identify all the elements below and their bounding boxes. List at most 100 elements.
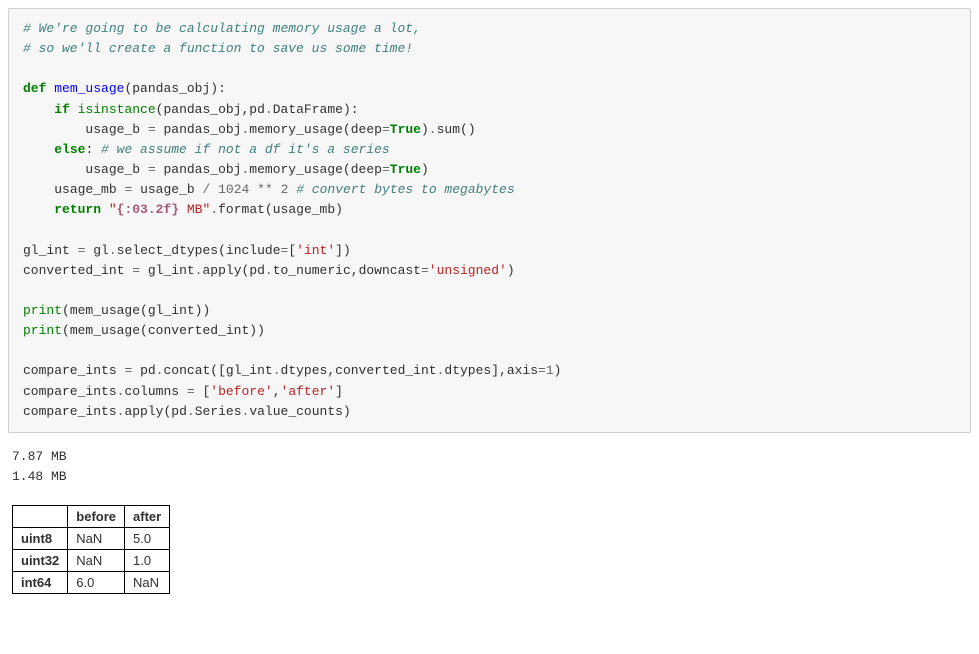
cell: 5.0 <box>125 528 170 550</box>
var-gl-int: gl_int <box>226 363 273 378</box>
fn-to-numeric: to_numeric <box>273 263 351 278</box>
mod-pd: pd <box>249 102 265 117</box>
table-row: uint32 NaN 1.0 <box>13 550 170 572</box>
var-gl-int: gl_int <box>148 263 195 278</box>
op-eq: = <box>148 122 156 137</box>
op-pow: ** <box>257 182 273 197</box>
op-dot: . <box>265 102 273 117</box>
var-gl-int: gl_int <box>148 303 195 318</box>
var-converted-int: converted_int <box>335 363 436 378</box>
attr-columns: columns <box>124 384 179 399</box>
code-comment: # we assume if not a df it's a series <box>101 142 390 157</box>
op-div: / <box>203 182 211 197</box>
col-header-after: after <box>125 506 170 528</box>
cls-dataframe: DataFrame <box>273 102 343 117</box>
kw-return: return <box>54 202 101 217</box>
mod-pd: pd <box>249 263 265 278</box>
op-dot: . <box>265 263 273 278</box>
stdout-output: 7.87 MB 1.48 MB <box>8 447 971 487</box>
builtin-print: print <box>23 323 62 338</box>
kwarg-include: include <box>226 243 281 258</box>
method-format: format <box>218 202 265 217</box>
method-value-counts: value_counts <box>249 404 343 419</box>
code-comment: # We're going to be calculating memory u… <box>23 21 421 36</box>
op-eq: = <box>281 243 289 258</box>
table-corner <box>13 506 68 528</box>
row-header: uint32 <box>13 550 68 572</box>
var-compare-ints: compare_ints <box>23 384 117 399</box>
op-dot: . <box>429 122 437 137</box>
output-line: 1.48 MB <box>12 469 67 484</box>
kw-if: if <box>54 102 70 117</box>
str-after: 'after' <box>281 384 336 399</box>
fn-call: mem_usage <box>70 303 140 318</box>
op-eq: = <box>132 263 140 278</box>
fn-name: mem_usage <box>54 81 124 96</box>
kw-else: else <box>54 142 85 157</box>
row-header: int64 <box>13 572 68 594</box>
var-usage-mb: usage_mb <box>273 202 335 217</box>
var-gl-int: gl_int <box>23 243 70 258</box>
cell: 6.0 <box>68 572 125 594</box>
op-eq: = <box>78 243 86 258</box>
op-dot: . <box>210 202 218 217</box>
var-usage-b: usage_b <box>140 182 195 197</box>
const-true: True <box>390 162 421 177</box>
output-dataframe: before after uint8 NaN 5.0 uint32 NaN 1.… <box>12 505 170 594</box>
code-cell: # We're going to be calculating memory u… <box>8 8 971 433</box>
method-sum: sum <box>437 122 460 137</box>
cell: 1.0 <box>125 550 170 572</box>
cell: NaN <box>125 572 170 594</box>
str-quote: " <box>109 202 117 217</box>
arg: pandas_obj <box>163 162 241 177</box>
mod-pd: pd <box>140 363 156 378</box>
var-converted-int: converted_int <box>23 263 124 278</box>
method-select-dtypes: select_dtypes <box>117 243 218 258</box>
fn-concat: concat <box>163 363 210 378</box>
op-eq: = <box>124 182 132 197</box>
row-header: uint8 <box>13 528 68 550</box>
method-apply: apply <box>202 263 241 278</box>
fn-call: mem_usage <box>70 323 140 338</box>
op-eq: = <box>124 363 132 378</box>
var-compare-ints: compare_ints <box>23 404 117 419</box>
op-eq: = <box>538 363 546 378</box>
kwarg-deep: deep <box>351 162 382 177</box>
table-row: uint8 NaN 5.0 <box>13 528 170 550</box>
var-usage-b: usage_b <box>85 162 140 177</box>
var-compare-ints: compare_ints <box>23 363 117 378</box>
op-eq: = <box>382 122 390 137</box>
num-1: 1 <box>546 363 554 378</box>
kwarg-deep: deep <box>351 122 382 137</box>
str-format-spec: {:03.2f} <box>117 202 179 217</box>
kwarg-downcast: downcast <box>359 263 421 278</box>
op-dot: . <box>109 243 117 258</box>
str-rest: MB" <box>179 202 210 217</box>
output-line: 7.87 MB <box>12 449 67 464</box>
op-eq: = <box>382 162 390 177</box>
col-header-before: before <box>68 506 125 528</box>
str-int: 'int' <box>296 243 335 258</box>
cell: NaN <box>68 528 125 550</box>
kw-def: def <box>23 81 46 96</box>
table-row: int64 6.0 NaN <box>13 572 170 594</box>
str-unsigned: 'unsigned' <box>429 263 507 278</box>
op-eq: = <box>148 162 156 177</box>
kwarg-axis: axis <box>507 363 538 378</box>
code-comment: # convert bytes to megabytes <box>296 182 514 197</box>
cls-series: Series <box>195 404 242 419</box>
const-true: True <box>390 122 421 137</box>
num-2: 2 <box>281 182 289 197</box>
builtin-isinstance: isinstance <box>78 102 156 117</box>
method-memory-usage: memory_usage <box>249 122 343 137</box>
var-usage-b: usage_b <box>85 122 140 137</box>
cell: NaN <box>68 550 125 572</box>
op-eq: = <box>187 384 195 399</box>
num-1024: 1024 <box>218 182 249 197</box>
op-dot: . <box>273 363 281 378</box>
op-eq: = <box>421 263 429 278</box>
attr-dtypes: dtypes <box>281 363 328 378</box>
attr-dtypes: dtypes <box>444 363 491 378</box>
code-comment: # so we'll create a function to save us … <box>23 41 413 56</box>
op-dot: . <box>187 404 195 419</box>
